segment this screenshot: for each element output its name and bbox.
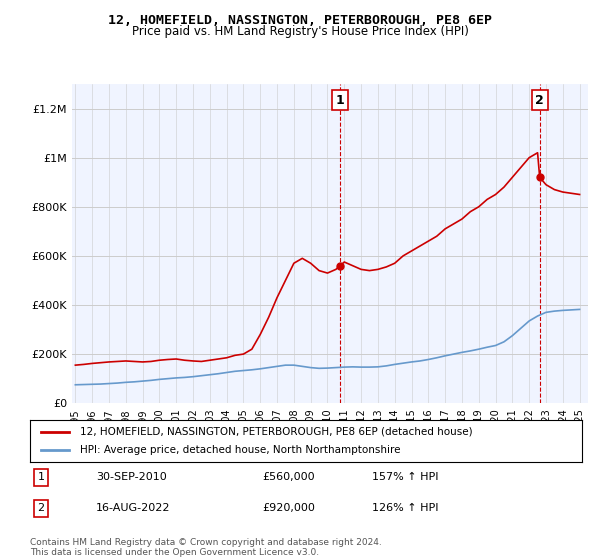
Text: 16-AUG-2022: 16-AUG-2022 — [96, 503, 171, 513]
Text: £920,000: £920,000 — [262, 503, 315, 513]
Text: 12, HOMEFIELD, NASSINGTON, PETERBOROUGH, PE8 6EP (detached house): 12, HOMEFIELD, NASSINGTON, PETERBOROUGH,… — [80, 427, 472, 437]
Text: 2: 2 — [535, 94, 544, 106]
Text: Contains HM Land Registry data © Crown copyright and database right 2024.
This d: Contains HM Land Registry data © Crown c… — [30, 538, 382, 557]
Text: £560,000: £560,000 — [262, 473, 314, 482]
Text: 2: 2 — [37, 503, 44, 513]
Text: Price paid vs. HM Land Registry's House Price Index (HPI): Price paid vs. HM Land Registry's House … — [131, 25, 469, 38]
Text: 12, HOMEFIELD, NASSINGTON, PETERBOROUGH, PE8 6EP: 12, HOMEFIELD, NASSINGTON, PETERBOROUGH,… — [108, 14, 492, 27]
Text: HPI: Average price, detached house, North Northamptonshire: HPI: Average price, detached house, Nort… — [80, 445, 400, 455]
Text: 126% ↑ HPI: 126% ↑ HPI — [372, 503, 439, 513]
Text: 30-SEP-2010: 30-SEP-2010 — [96, 473, 167, 482]
Text: 1: 1 — [336, 94, 344, 106]
Text: 157% ↑ HPI: 157% ↑ HPI — [372, 473, 439, 482]
Text: 1: 1 — [38, 473, 44, 482]
